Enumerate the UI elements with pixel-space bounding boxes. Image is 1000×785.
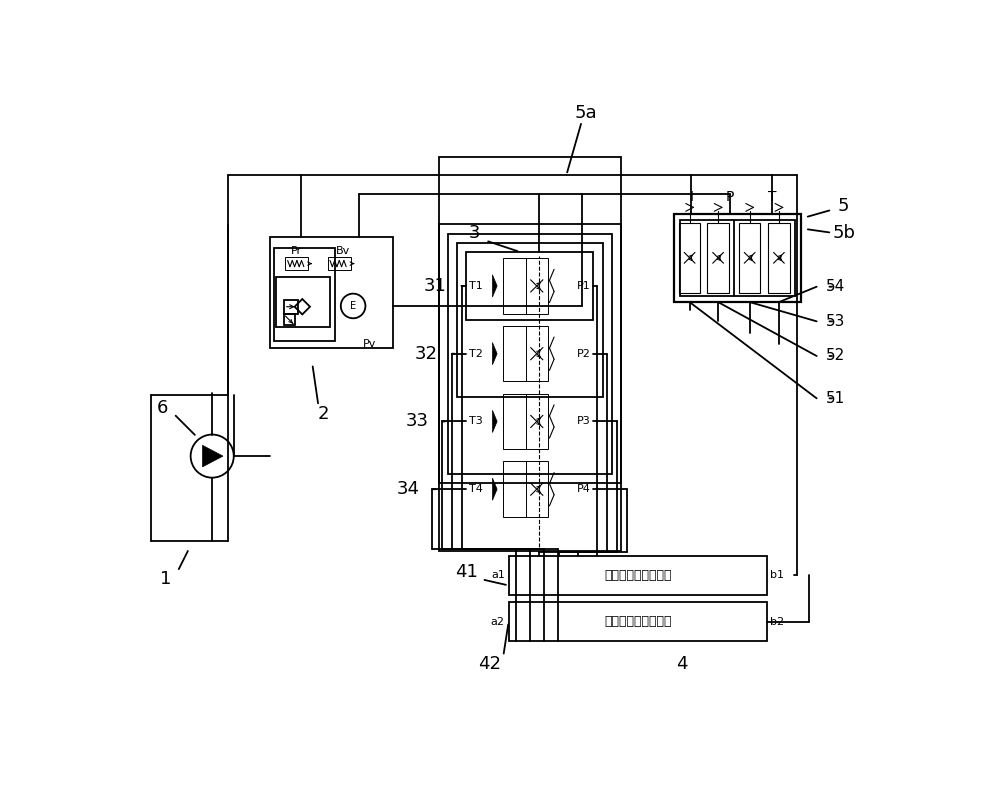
Polygon shape — [492, 342, 497, 365]
Polygon shape — [492, 411, 497, 433]
Bar — [707, 223, 729, 293]
Bar — [503, 326, 548, 382]
Text: 5b: 5b — [832, 224, 855, 242]
Bar — [466, 252, 593, 319]
Text: E: E — [350, 301, 356, 311]
Text: 5a: 5a — [574, 104, 597, 122]
Text: 42: 42 — [478, 655, 501, 673]
Text: 31: 31 — [424, 277, 447, 295]
Text: T3: T3 — [469, 417, 482, 426]
Text: T4: T4 — [469, 484, 482, 495]
Text: Pr: Pr — [291, 246, 302, 255]
Text: b1: b1 — [770, 571, 784, 580]
Bar — [674, 214, 801, 302]
Text: P2: P2 — [577, 349, 591, 359]
Text: 1: 1 — [160, 570, 172, 588]
Bar — [503, 258, 548, 314]
Text: b2: b2 — [770, 617, 784, 626]
Bar — [274, 248, 335, 341]
Text: T1: T1 — [469, 281, 482, 291]
Text: Bv: Bv — [336, 246, 350, 255]
Polygon shape — [492, 478, 497, 500]
Text: 32: 32 — [415, 345, 438, 363]
Bar — [503, 394, 548, 449]
Bar — [270, 236, 393, 349]
Text: P: P — [725, 190, 734, 203]
Text: a2: a2 — [491, 617, 505, 626]
Text: 51: 51 — [826, 391, 846, 406]
Bar — [439, 156, 621, 483]
Bar — [679, 223, 700, 293]
Text: 33: 33 — [406, 412, 429, 430]
Bar — [509, 557, 767, 595]
Bar — [284, 315, 295, 325]
Text: T2: T2 — [469, 349, 482, 359]
Bar — [457, 243, 603, 396]
Text: I: I — [689, 190, 693, 203]
Text: P4: P4 — [577, 484, 591, 495]
Text: 2: 2 — [318, 405, 330, 423]
Bar — [680, 220, 795, 296]
Text: 53: 53 — [826, 314, 846, 329]
Bar — [276, 276, 330, 327]
Bar — [328, 257, 351, 270]
Bar — [284, 300, 298, 314]
Text: 5: 5 — [838, 197, 849, 215]
Bar — [768, 223, 790, 293]
Text: Pv: Pv — [363, 339, 377, 349]
Text: 右履带行走控制阀片: 右履带行走控制阀片 — [604, 615, 671, 628]
Polygon shape — [492, 275, 497, 297]
Text: 左履带行走控制阀片: 左履带行走控制阀片 — [604, 569, 671, 582]
Bar — [509, 602, 767, 641]
Text: 34: 34 — [396, 480, 419, 498]
Text: a1: a1 — [491, 571, 505, 580]
Bar — [503, 462, 548, 517]
Text: 4: 4 — [676, 655, 688, 673]
Bar — [739, 223, 760, 293]
Text: T: T — [768, 190, 776, 203]
Text: 52: 52 — [826, 349, 846, 363]
Polygon shape — [202, 445, 223, 467]
Text: 54: 54 — [826, 279, 846, 294]
Text: P1: P1 — [577, 281, 591, 291]
Text: 3: 3 — [468, 224, 480, 242]
Bar — [439, 225, 621, 551]
Text: P3: P3 — [577, 417, 591, 426]
Bar — [285, 257, 308, 270]
Text: 41: 41 — [455, 563, 478, 581]
Bar — [448, 234, 612, 474]
Text: 6: 6 — [156, 400, 168, 418]
